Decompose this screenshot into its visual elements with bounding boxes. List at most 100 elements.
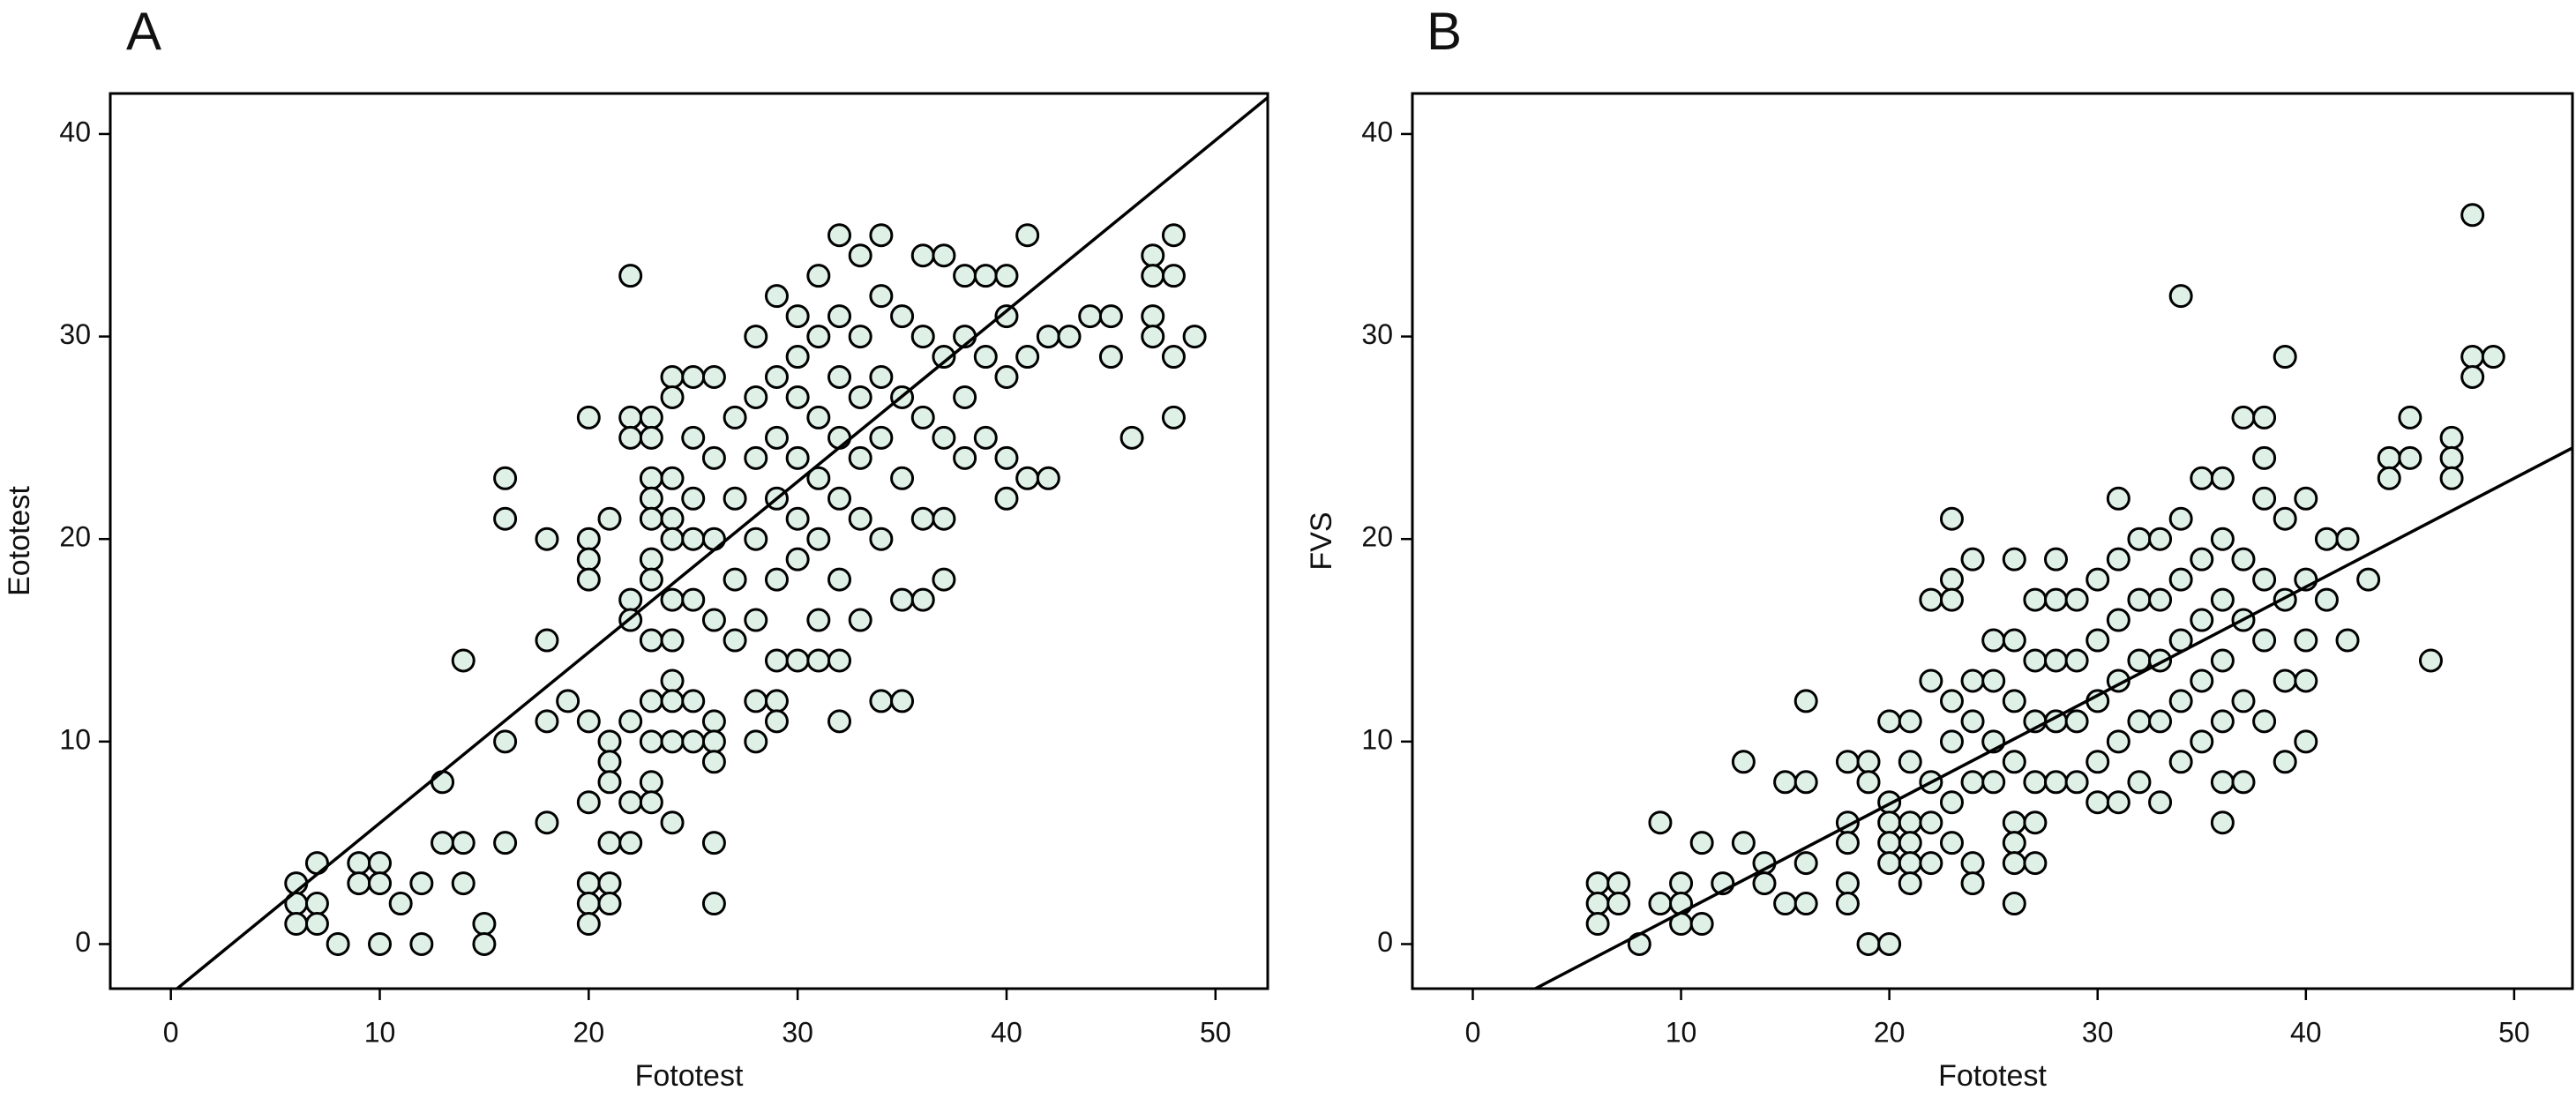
panel-title: A [126,2,161,61]
point [493,466,518,490]
point [1939,729,1964,754]
point [994,445,1019,470]
panel-title: B [1427,2,1462,61]
point [744,325,768,349]
x-tick-label: 20 [573,1016,605,1048]
point [1793,892,1818,916]
point [2002,831,2026,855]
point [1141,264,1165,288]
point [1793,851,1818,876]
point [2335,628,2360,653]
point [2023,851,2048,876]
point [2439,425,2464,450]
point [1773,892,1798,916]
point [2023,648,2048,673]
point [701,608,726,632]
point [848,243,872,268]
point [409,931,434,956]
point [2148,709,2173,734]
point [576,871,601,896]
point [2210,466,2235,490]
point [1689,831,1714,855]
point [827,486,852,511]
point [2064,709,2089,734]
point [1793,770,1818,795]
point [723,486,747,511]
x-axis-label: Fototest [1938,1059,2047,1093]
x-tick-label: 30 [2082,1016,2114,1048]
fit-line [1534,446,2572,989]
point [848,325,872,349]
point [1939,506,1964,531]
y-tick-label: 40 [1361,116,1393,147]
point [639,567,663,592]
point [2168,567,2193,592]
point [660,689,685,713]
point [2148,587,2173,612]
point [744,385,768,409]
point [618,790,643,815]
point [2190,608,2214,632]
point [493,506,518,531]
point [953,445,977,470]
point [764,709,789,734]
point [2064,648,2089,673]
point [639,547,663,571]
point [910,405,935,429]
point [744,445,768,470]
x-tick-label: 40 [991,1016,1022,1048]
point [1960,851,1985,876]
point [806,325,831,349]
point [2210,770,2235,795]
point [806,466,831,490]
point [1057,325,1082,349]
point [2273,669,2297,693]
point [1981,770,2006,795]
point [1015,466,1040,490]
point [1098,345,1123,370]
point [701,729,726,754]
point [701,892,726,916]
point [932,345,956,370]
point [1606,892,1631,916]
point [597,506,622,531]
point [869,223,894,248]
point [1793,689,1818,713]
point [2023,770,2048,795]
point [1939,587,1964,612]
point [1877,709,1902,734]
point [535,527,559,551]
point [1098,304,1123,329]
point [1898,831,1922,855]
point [973,425,998,450]
point [910,243,935,268]
point [2168,284,2193,309]
x-tick-label: 10 [364,1016,396,1048]
point [576,527,601,551]
point [1856,931,1881,956]
point [2294,669,2318,693]
point [890,587,915,612]
point [660,466,685,490]
point [2127,770,2152,795]
point [848,385,872,409]
point [1919,669,1943,693]
y-tick-label: 0 [75,926,91,958]
point [597,831,622,855]
point [618,264,643,288]
point [284,912,309,937]
y-tick-label: 20 [59,521,91,553]
point [2086,567,2110,592]
point [932,506,956,531]
point [1773,770,1798,795]
point [1939,567,1964,592]
point [681,425,706,450]
point [1939,689,1964,713]
point [2002,547,2026,571]
point [994,364,1019,389]
point [2252,709,2277,734]
point [368,931,393,956]
point [2314,527,2339,551]
point [1877,810,1902,835]
point [1161,223,1186,248]
